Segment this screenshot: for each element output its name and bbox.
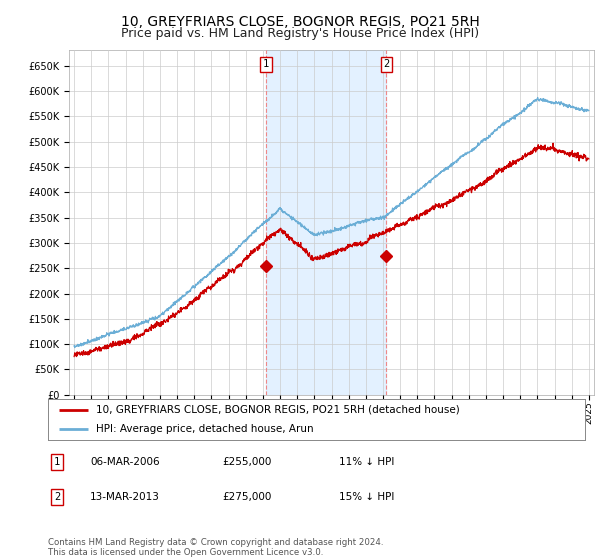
Text: 2: 2 [383, 59, 389, 69]
Text: £255,000: £255,000 [222, 457, 271, 467]
Text: Price paid vs. HM Land Registry's House Price Index (HPI): Price paid vs. HM Land Registry's House … [121, 27, 479, 40]
Text: £275,000: £275,000 [222, 492, 271, 502]
Text: Contains HM Land Registry data © Crown copyright and database right 2024.
This d: Contains HM Land Registry data © Crown c… [48, 538, 383, 557]
Text: HPI: Average price, detached house, Arun: HPI: Average price, detached house, Arun [97, 423, 314, 433]
Text: 1: 1 [54, 457, 60, 467]
Text: 11% ↓ HPI: 11% ↓ HPI [339, 457, 394, 467]
Bar [266, 50, 386, 395]
Text: 06-MAR-2006: 06-MAR-2006 [90, 457, 160, 467]
Text: 15% ↓ HPI: 15% ↓ HPI [339, 492, 394, 502]
Text: 2: 2 [54, 492, 60, 502]
Text: 1: 1 [263, 59, 269, 69]
Text: 10, GREYFRIARS CLOSE, BOGNOR REGIS, PO21 5RH (detached house): 10, GREYFRIARS CLOSE, BOGNOR REGIS, PO21… [97, 405, 460, 415]
Text: 10, GREYFRIARS CLOSE, BOGNOR REGIS, PO21 5RH: 10, GREYFRIARS CLOSE, BOGNOR REGIS, PO21… [121, 15, 479, 29]
Text: 13-MAR-2013: 13-MAR-2013 [90, 492, 160, 502]
